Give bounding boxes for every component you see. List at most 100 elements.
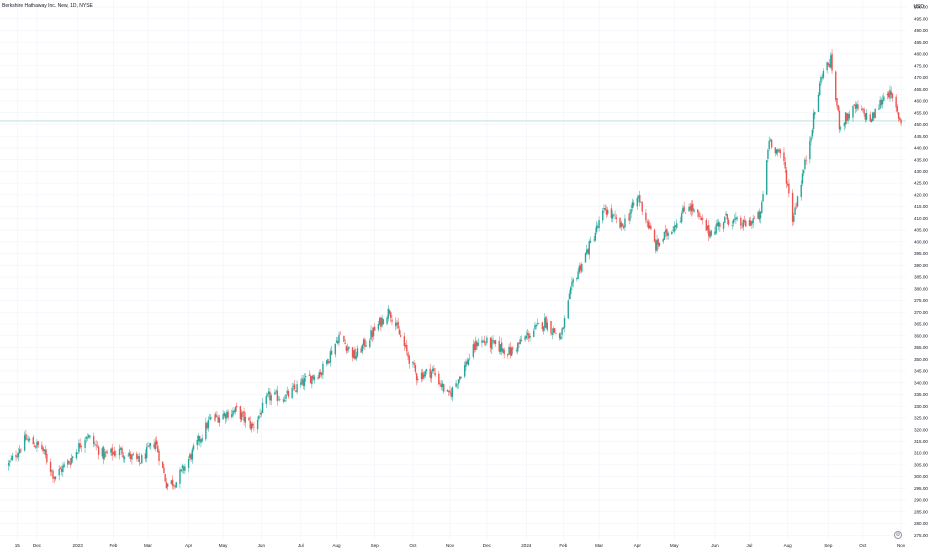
candle[interactable]: [493, 339, 495, 345]
candle[interactable]: [148, 442, 150, 449]
candle[interactable]: [369, 338, 371, 349]
candle[interactable]: [42, 446, 44, 455]
candle[interactable]: [719, 221, 721, 232]
candle[interactable]: [420, 369, 423, 383]
candle[interactable]: [680, 210, 683, 225]
candle[interactable]: [745, 218, 747, 227]
candle[interactable]: [449, 385, 451, 396]
candle[interactable]: [86, 433, 89, 442]
candle[interactable]: [371, 327, 373, 342]
candle[interactable]: [891, 92, 894, 102]
candle[interactable]: [138, 452, 140, 466]
candle[interactable]: [853, 104, 855, 107]
candle[interactable]: [377, 320, 380, 332]
candle[interactable]: [33, 442, 36, 448]
candle[interactable]: [837, 104, 839, 112]
candle[interactable]: [417, 376, 419, 384]
candle[interactable]: [552, 326, 555, 336]
candle[interactable]: [528, 330, 530, 343]
candle[interactable]: [577, 268, 579, 280]
candle[interactable]: [727, 217, 730, 227]
candle[interactable]: [329, 348, 332, 367]
candle[interactable]: [699, 212, 701, 220]
candle[interactable]: [732, 218, 735, 227]
candle[interactable]: [663, 231, 666, 240]
candle[interactable]: [722, 221, 725, 232]
candle[interactable]: [749, 216, 752, 227]
candle[interactable]: [852, 105, 854, 122]
candle[interactable]: [486, 335, 488, 346]
candle[interactable]: [28, 436, 31, 443]
candle[interactable]: [674, 224, 677, 232]
candle[interactable]: [372, 326, 375, 340]
candle[interactable]: [79, 438, 81, 450]
candle[interactable]: [27, 435, 30, 443]
candle[interactable]: [26, 434, 28, 440]
candle[interactable]: [684, 212, 687, 214]
candle[interactable]: [846, 113, 848, 125]
candle[interactable]: [147, 442, 149, 448]
candle[interactable]: [173, 484, 175, 490]
candle[interactable]: [843, 122, 846, 131]
candle[interactable]: [145, 443, 148, 463]
candle[interactable]: [113, 446, 116, 458]
candle[interactable]: [234, 406, 237, 415]
candle[interactable]: [468, 353, 471, 361]
candle[interactable]: [724, 216, 726, 223]
candle[interactable]: [605, 205, 608, 218]
candle[interactable]: [589, 236, 592, 244]
candle[interactable]: [492, 335, 494, 345]
candle[interactable]: [693, 207, 695, 214]
candle[interactable]: [269, 388, 271, 406]
candle[interactable]: [800, 180, 802, 201]
candle[interactable]: [484, 341, 487, 347]
candle[interactable]: [251, 421, 254, 429]
candle[interactable]: [343, 335, 345, 343]
candle[interactable]: [424, 370, 426, 379]
candle[interactable]: [673, 221, 675, 234]
candle[interactable]: [69, 457, 71, 469]
candle[interactable]: [682, 204, 684, 214]
candle[interactable]: [144, 449, 147, 463]
candle[interactable]: [563, 315, 566, 333]
candle[interactable]: [213, 413, 216, 422]
candle[interactable]: [865, 109, 868, 122]
candle[interactable]: [874, 108, 876, 119]
candle[interactable]: [579, 263, 582, 274]
candle[interactable]: [128, 449, 131, 459]
candle[interactable]: [546, 319, 548, 332]
candle[interactable]: [881, 95, 884, 109]
candle[interactable]: [489, 336, 492, 353]
candle[interactable]: [716, 218, 719, 227]
candle[interactable]: [149, 442, 152, 450]
candle[interactable]: [567, 299, 569, 320]
candle[interactable]: [610, 204, 613, 222]
candle[interactable]: [793, 212, 795, 225]
candle[interactable]: [726, 213, 728, 225]
candle[interactable]: [321, 371, 323, 379]
candle[interactable]: [507, 353, 509, 359]
candle[interactable]: [300, 378, 302, 388]
candle[interactable]: [85, 435, 87, 443]
candle[interactable]: [794, 203, 796, 216]
candle[interactable]: [639, 190, 641, 207]
candle[interactable]: [89, 435, 91, 440]
candle[interactable]: [664, 224, 667, 238]
candle[interactable]: [111, 443, 113, 461]
candle[interactable]: [512, 346, 514, 355]
candle[interactable]: [731, 221, 733, 230]
candle[interactable]: [667, 231, 669, 241]
candle[interactable]: [206, 421, 208, 431]
candle[interactable]: [406, 339, 408, 356]
candle[interactable]: [510, 346, 513, 357]
candle[interactable]: [32, 435, 34, 445]
candle[interactable]: [216, 410, 218, 418]
candle[interactable]: [102, 445, 105, 465]
candle[interactable]: [215, 411, 217, 422]
candle[interactable]: [835, 70, 837, 102]
candle[interactable]: [555, 332, 557, 335]
candle[interactable]: [408, 354, 410, 369]
candle[interactable]: [292, 383, 295, 391]
candle[interactable]: [536, 318, 539, 326]
